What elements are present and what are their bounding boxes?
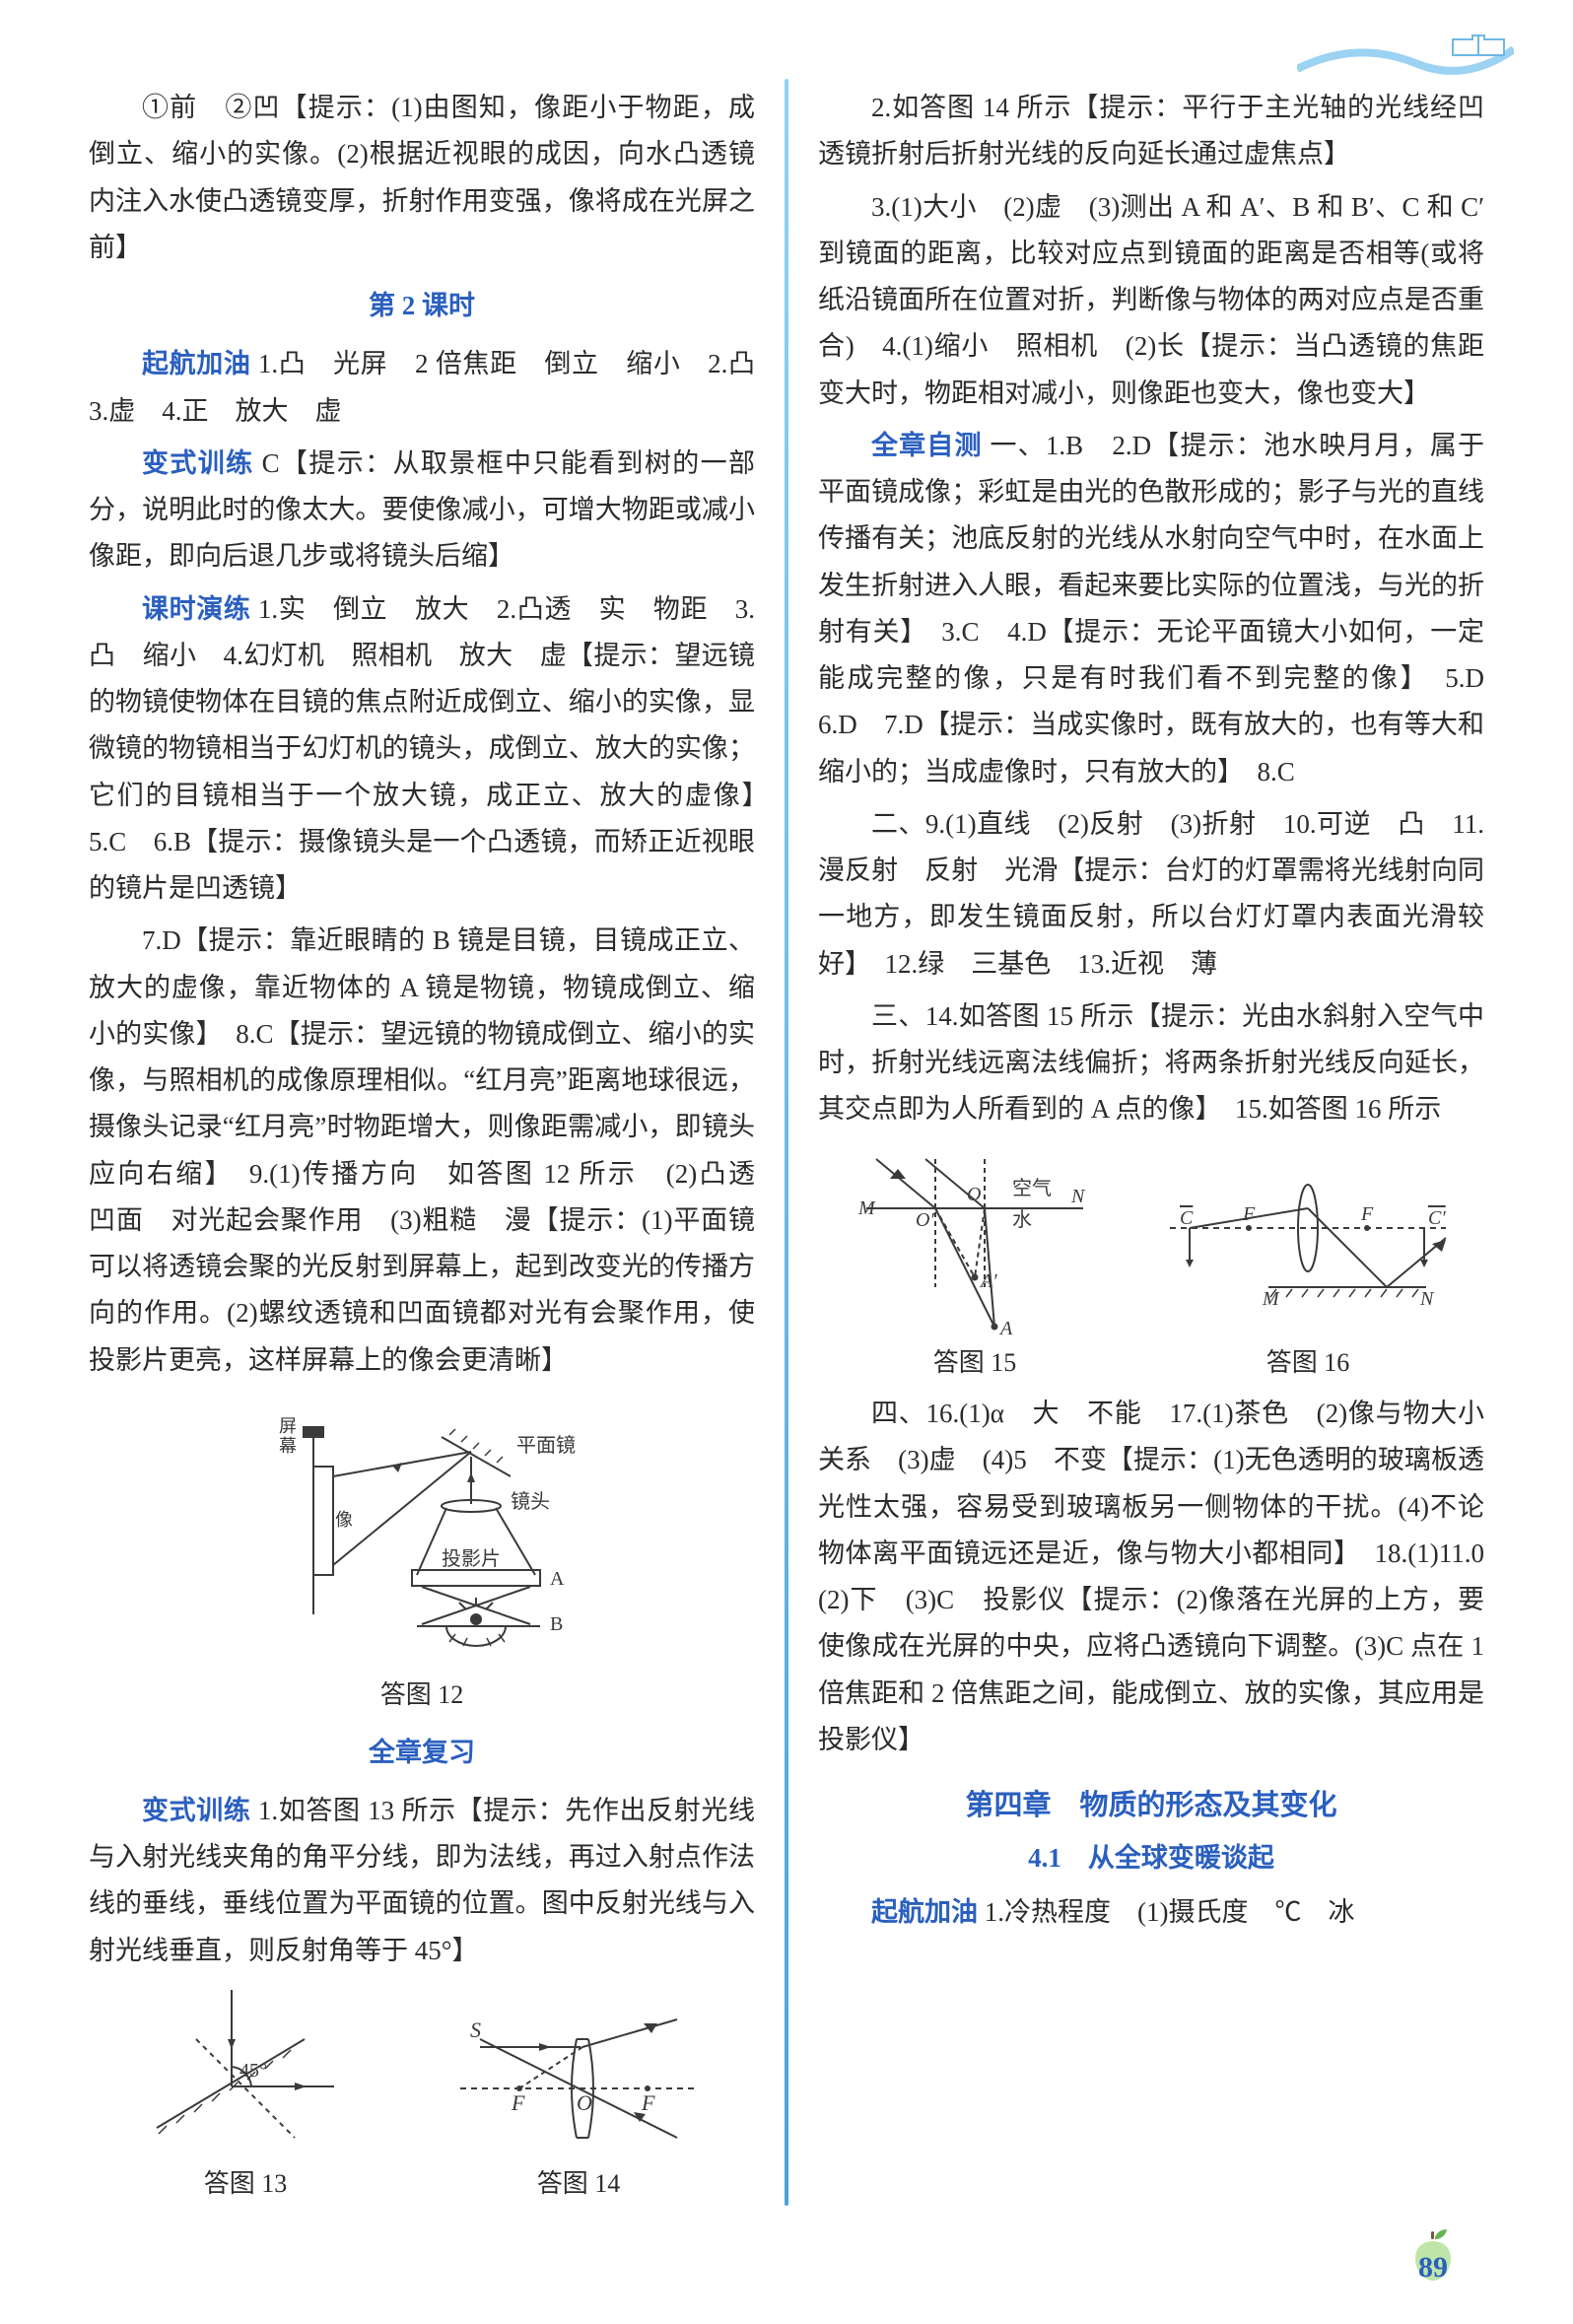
corner-decoration <box>1297 30 1514 89</box>
fig14-F1: F <box>511 2090 525 2115</box>
qihang2-label: 起航加油 <box>871 1897 978 1927</box>
fig12-mirror-label: 平面镜 <box>516 1434 576 1457</box>
column-divider <box>785 79 788 2206</box>
fig15-M: M <box>857 1197 876 1219</box>
bianshi-label: 变式训练 <box>142 448 254 478</box>
footer: 89 <box>1402 2223 1465 2285</box>
figure-14: S F O F <box>450 2000 707 2157</box>
zice-label: 全章自测 <box>871 431 983 460</box>
page-number: 89 <box>1402 2251 1465 2285</box>
bianshi-block: 变式训练 C【提示：从取景框中只能看到树的一部分，说明此时的像太大。要使像减小，… <box>89 441 755 581</box>
fig15-Ap: A′ <box>979 1270 997 1292</box>
zice-text-1: 一、1.B 2.D【提示：池水映月月，属于平面镜成像；彩虹是由光的色散形成的；影… <box>818 431 1511 786</box>
figure-13: 45° <box>137 1980 354 2157</box>
fig13-caption: 答图 13 <box>204 2161 288 2207</box>
fig12-lens-label: 镜头 <box>511 1490 550 1513</box>
fig15-N: N <box>1070 1186 1086 1207</box>
fig15-A: A <box>998 1318 1013 1336</box>
figure-16: F F C C′ M N <box>1160 1169 1456 1336</box>
fig16-Cp: C′ <box>1428 1207 1446 1229</box>
fig14-O: O <box>577 2090 592 2115</box>
qihang2-block: 起航加油 1.冷热程度 (1)摄氏度 ℃ 冰 <box>818 1889 1484 1936</box>
fig15-O: O <box>967 1184 981 1205</box>
fig15-water: 水 <box>1012 1208 1032 1231</box>
fig14-S: S <box>470 2017 481 2042</box>
fig15-caption: 答图 15 <box>933 1340 1017 1386</box>
right-p2: 3.(1)大小 (2)虚 (3)测出 A 和 A′、B 和 B′、C 和 C′到… <box>818 184 1484 417</box>
keshi-block-1: 课时演练 1.实 倒立 放大 2.凸透 实 物距 3.凸 缩小 4.幻灯机 照相… <box>89 586 755 913</box>
keshi-text-1: 1.实 倒立 放大 2.凸透 实 物距 3.凸 缩小 4.幻灯机 照相机 放大 … <box>89 594 782 904</box>
figures-13-14: 45° 答图 13 <box>89 1980 755 2207</box>
fig16-N: N <box>1419 1288 1435 1310</box>
right-p1: 2.如答图 14 所示【提示：平行于主光轴的光线经凹透镜折射后折射光线的反向延长… <box>818 85 1484 178</box>
keshi-block-2: 7.D【提示：靠近眼睛的 B 镜是目镜，目镜成正立、放大的虚像，靠近物体的 A … <box>89 918 755 1384</box>
fig14-caption: 答图 14 <box>537 2161 621 2207</box>
figures-15-16: M O′ O N 空气 水 A′ A 答图 15 <box>818 1139 1484 1386</box>
qihang-label: 起航加油 <box>142 349 251 378</box>
fig15-air: 空气 <box>1012 1177 1052 1199</box>
fig12-A: A <box>550 1568 565 1590</box>
left-column: ①前 ②凹【提示：(1)由图知，像距小于物距，成倒立、缩小的实像。(2)根据近视… <box>89 79 755 2206</box>
lesson-2-title: 第 2 课时 <box>89 283 755 329</box>
svg-text:屏: 屏 <box>279 1416 297 1436</box>
qihang-block: 起航加油 1.凸 光屏 2 倍焦距 倒立 缩小 2.凸 3.虚 4.正 放大 虚 <box>89 341 755 435</box>
review-title: 全章复习 <box>89 1730 755 1776</box>
zice-block-2: 二、9.(1)直线 (2)反射 (3)折射 10.可逆 凸 11.漫反射 反射 … <box>818 801 1484 988</box>
fig16-M: M <box>1262 1288 1280 1310</box>
chapter-4-title: 第四章 物质的形态及其变化 <box>818 1781 1484 1831</box>
fig16-F1: F <box>1242 1203 1256 1225</box>
zice-block-1: 全章自测 一、1.B 2.D【提示：池水映月月，属于平面镜成像；彩虹是由光的色散… <box>818 423 1484 795</box>
zice-block-3: 三、14.如答图 15 所示【提示：光由水斜射入空气中时，折射光线远离法线偏折；… <box>818 993 1484 1133</box>
section-4-1-title: 4.1 从全球变暖谈起 <box>818 1835 1484 1881</box>
fig16-caption: 答图 16 <box>1266 1340 1350 1386</box>
bianshi2-block: 变式训练 1.如答图 13 所示【提示：先作出反射光线与入射光线夹角的角平分线，… <box>89 1788 755 1974</box>
fig15-Op: O′ <box>916 1209 934 1231</box>
right-column: 2.如答图 14 所示【提示：平行于主光轴的光线经凹透镜折射后折射光线的反向延长… <box>818 79 1484 2206</box>
svg-text:像: 像 <box>335 1510 353 1530</box>
svg-text:幕: 幕 <box>279 1436 297 1456</box>
keshi-label: 课时演练 <box>142 594 251 624</box>
fig14-F2: F <box>641 2090 655 2115</box>
fig13-angle: 45° <box>239 2060 267 2082</box>
left-para-1: ①前 ②凹【提示：(1)由图知，像距小于物距，成倒立、缩小的实像。(2)根据近视… <box>89 85 755 271</box>
figure-12: 屏 幕 像 <box>89 1398 755 1718</box>
fig12-caption: 答图 12 <box>89 1673 755 1718</box>
fig12-slide-label: 投影片 <box>442 1547 501 1570</box>
figure-15: M O′ O N 空气 水 A′ A <box>847 1139 1103 1336</box>
qihang2-text: 1.冷热程度 (1)摄氏度 ℃ 冰 <box>978 1897 1354 1927</box>
fig16-F2: F <box>1360 1203 1374 1225</box>
fig12-B: B <box>550 1613 563 1635</box>
bianshi2-label: 变式训练 <box>142 1796 251 1825</box>
zice-block-4: 四、16.(1)α 大 不能 17.(1)茶色 (2)像与物大小关系 (3)虚 … <box>818 1391 1484 1763</box>
fig16-C: C <box>1180 1207 1194 1229</box>
